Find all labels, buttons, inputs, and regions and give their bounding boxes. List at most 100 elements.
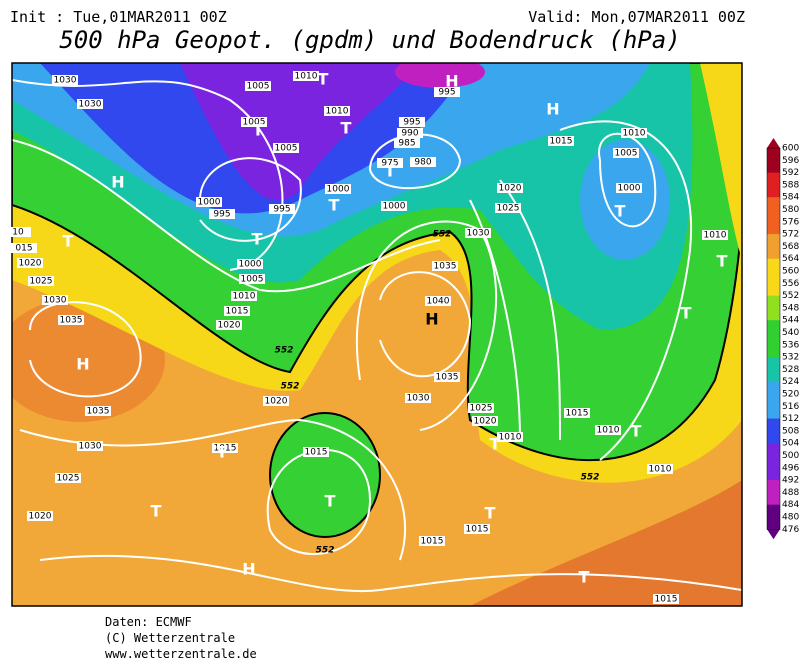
colorbar-label: 500 — [782, 451, 799, 461]
colorbar: 600 596 592 588 584 580 576 572 568 564 560 556 552 5… — [766, 138, 799, 540]
pressure-label-box — [52, 75, 78, 85]
colorbar-label: 520 — [782, 390, 799, 400]
pressure-center: H — [546, 100, 559, 119]
pressure-label-box — [564, 408, 590, 418]
pressure-label: 1020 — [218, 321, 241, 331]
colorbar-swatch — [767, 246, 780, 260]
pressure-label: 1005 — [243, 118, 266, 128]
colorbar-swatch — [767, 467, 780, 481]
pressure-label: 1010 — [326, 107, 349, 117]
pressure-label-box — [465, 228, 491, 238]
colorbar-swatch — [767, 332, 780, 346]
colorbar-swatch — [767, 394, 780, 407]
pressure-label-box — [216, 320, 242, 330]
colorbar-cap — [767, 529, 780, 540]
title: 500 hPa Geopot. (gpdm) und Bodendruck (h… — [59, 26, 680, 54]
pressure-label: 1030 — [407, 394, 430, 404]
valid-time: Valid: Mon,07MAR2011 00Z — [528, 8, 745, 26]
pressure-label: 1035 — [436, 373, 459, 383]
pressure-label: 1020 — [29, 512, 52, 522]
pressure-label-box — [5, 227, 31, 237]
pressure-label: 1000 — [239, 260, 262, 270]
colorbar-swatch — [767, 197, 780, 210]
colorbar-swatch — [767, 307, 780, 321]
pressure-label: 1035 — [87, 407, 110, 417]
pressure-center: T — [63, 232, 74, 251]
colorbar-swatch — [767, 418, 780, 432]
pressure-label: 995 — [213, 210, 230, 220]
pressure-label-box — [397, 128, 423, 138]
pressure-label-box — [239, 274, 265, 284]
colorbar-label: 540 — [782, 328, 799, 338]
pressure-label-box — [241, 117, 267, 127]
pressure-label-box — [405, 393, 431, 403]
pressure-center: T — [341, 119, 352, 138]
map-frame — [11, 62, 743, 607]
pressure-label-box — [432, 261, 458, 271]
colorbar-swatch — [767, 369, 780, 383]
colorbar-label: 496 — [782, 463, 799, 473]
colorbar-label: 532 — [782, 353, 799, 363]
colorbar-label: 600 — [782, 144, 799, 154]
colorbar-swatch — [767, 517, 780, 530]
pressure-label-box — [196, 197, 222, 207]
pressure-label: 1020 — [499, 184, 522, 194]
pressure-label: 985 — [398, 139, 415, 149]
contour-label: 552 — [581, 473, 600, 483]
pressure-label-box — [497, 183, 523, 193]
pressure-label: 1015 — [466, 525, 489, 535]
colorbar-swatch — [767, 492, 780, 506]
pressure-label-box — [77, 99, 103, 109]
colorbar-swatch — [767, 443, 780, 456]
pressure-label: 1015 — [550, 137, 573, 147]
pressure-label: 1020 — [19, 259, 42, 269]
colorbar-label: 548 — [782, 303, 799, 313]
colorbar-swatch — [767, 406, 780, 420]
init-time: Init : Tue,01MAR2011 00Z — [10, 8, 227, 26]
pressure-label-box — [616, 183, 642, 193]
pressure-label-box — [224, 306, 250, 316]
colorbar-label: 528 — [782, 365, 799, 375]
colorbar-label: 572 — [782, 230, 799, 240]
pressure-label-box — [468, 403, 494, 413]
pressure-center: H — [425, 310, 438, 329]
pressure-label-box — [293, 71, 319, 81]
pressure-label-box — [377, 158, 403, 168]
pressure-center: H — [111, 173, 124, 192]
pressure-label: 1030 — [79, 442, 102, 452]
pressure-label: 995 — [273, 205, 290, 215]
pressure-label: 1020 — [474, 417, 497, 427]
pressure-label-box — [653, 594, 679, 604]
colorbar-swatch — [767, 160, 780, 174]
pressure-label-box — [237, 259, 263, 269]
pressure-label-box — [434, 87, 460, 97]
pressure-label-box — [464, 524, 490, 534]
colorbar-label: 544 — [782, 316, 799, 326]
pressure-label: 1000 — [198, 198, 221, 208]
pressure-center: H — [242, 560, 255, 579]
pressure-label: 1000 — [618, 184, 641, 194]
pressure-label-box — [410, 157, 436, 167]
pressure-center: H — [445, 72, 458, 91]
pressure-label: 1010 — [623, 129, 646, 139]
colorbar-label: 588 — [782, 180, 799, 190]
pressure-label-box — [273, 143, 299, 153]
pressure-label-box — [11, 243, 37, 253]
colorbar-swatch — [767, 209, 780, 223]
pressure-label-box — [495, 203, 521, 213]
pressure-center: T — [329, 196, 340, 215]
contour-label: 552 — [316, 546, 335, 556]
pressure-center: T — [318, 70, 329, 89]
colorbar-label: 492 — [782, 476, 799, 486]
pressure-label: 1030 — [44, 296, 67, 306]
pressure-label: 1010 — [597, 426, 620, 436]
pressure-center: T — [385, 162, 396, 181]
pressure-label-box — [77, 441, 103, 451]
pressure-center: T — [151, 502, 162, 521]
colorbar-label: 556 — [782, 279, 799, 289]
colorbar-frame — [766, 147, 781, 530]
pressure-label-box — [702, 230, 728, 240]
pressure-label: 1005 — [275, 144, 298, 154]
colorbar-swatch — [767, 184, 780, 198]
colorbar-label: 484 — [782, 500, 799, 510]
